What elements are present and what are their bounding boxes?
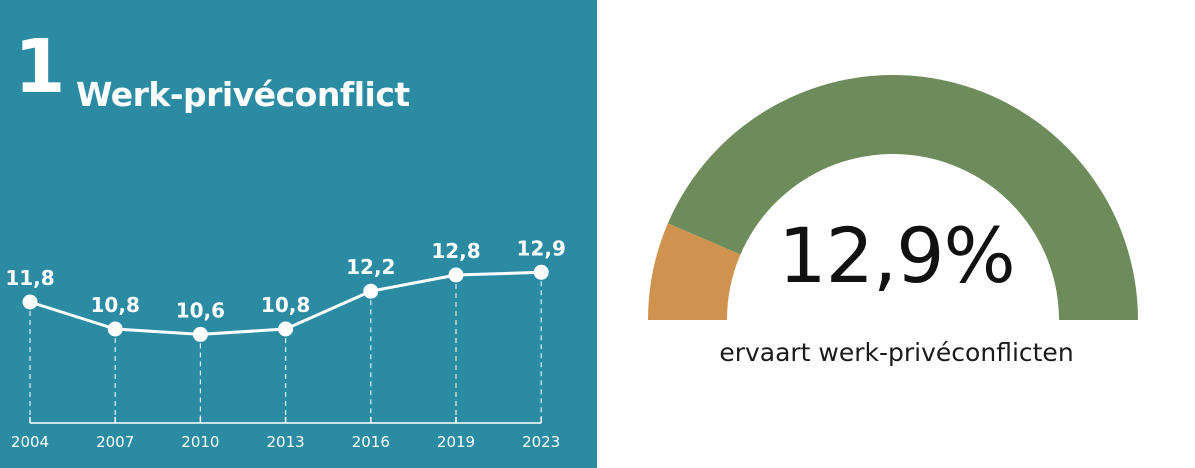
data-label: 12,2 [346, 255, 395, 279]
panel-title: Werk-privéconflict [76, 75, 410, 114]
gauge-value-arc [648, 223, 741, 320]
x-tick-label: 2007 [96, 433, 134, 451]
gauge-chart [648, 74, 1138, 320]
data-point [22, 294, 38, 310]
data-point [533, 264, 549, 280]
x-tick-label: 2004 [11, 433, 49, 451]
x-tick-label: 2013 [267, 433, 305, 451]
data-label: 12,8 [431, 239, 480, 263]
data-label: 10,6 [176, 298, 225, 322]
data-point [192, 326, 208, 342]
x-tick-label: 2010 [181, 433, 219, 451]
line-chart: 11,8 10,8 10,6 10,8 12,2 12,8 12,9 2004 2007 2010… [5, 236, 566, 451]
gauge-remainder-arc [667, 74, 1138, 320]
gauge-caption: ervaart werk-privéconflicten [719, 338, 1074, 367]
data-point [448, 267, 464, 283]
data-label: 11,8 [5, 266, 54, 290]
x-tick-label: 2019 [437, 433, 475, 451]
data-point [107, 321, 123, 337]
data-point [278, 321, 294, 337]
left-panel [0, 0, 597, 468]
section-number: 1 [14, 24, 65, 110]
gauge-value: 12,9% [778, 211, 1015, 300]
data-label: 12,9 [517, 236, 566, 260]
data-point [363, 283, 379, 299]
x-tick-label: 2016 [352, 433, 390, 451]
data-label: 10,8 [261, 293, 310, 317]
x-tick-label: 2023 [522, 433, 560, 451]
data-label: 10,8 [91, 293, 140, 317]
